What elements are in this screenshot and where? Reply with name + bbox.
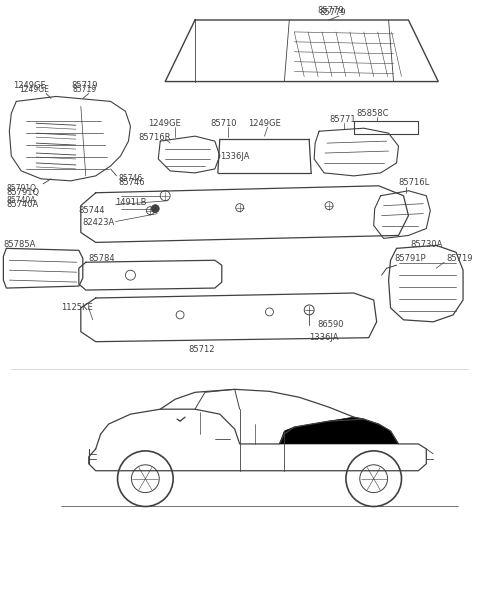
Text: 86590: 86590	[317, 320, 344, 329]
Text: 1249GE: 1249GE	[19, 85, 49, 94]
Text: 85779: 85779	[319, 8, 346, 17]
Text: 85719: 85719	[71, 81, 97, 90]
Polygon shape	[279, 417, 398, 444]
Text: 85858C: 85858C	[357, 109, 389, 118]
Circle shape	[151, 205, 159, 213]
Text: 85716R: 85716R	[138, 132, 171, 141]
Text: 85791P: 85791P	[395, 254, 426, 263]
Text: 1491LB: 1491LB	[116, 198, 147, 207]
Text: 85746: 85746	[119, 178, 145, 187]
Text: 1249GE: 1249GE	[148, 119, 181, 128]
Text: 1336JA: 1336JA	[309, 333, 339, 342]
Text: 85779: 85779	[317, 5, 344, 15]
Text: 1249GE: 1249GE	[248, 119, 280, 128]
Text: 85785A: 85785A	[3, 240, 36, 249]
Text: 85712: 85712	[188, 345, 215, 354]
Text: 85730A: 85730A	[410, 240, 443, 249]
Text: 1249GE: 1249GE	[13, 81, 46, 90]
Text: 1336JA: 1336JA	[220, 151, 249, 160]
Text: 85746: 85746	[119, 175, 143, 184]
Text: 85744: 85744	[79, 206, 105, 215]
Text: 85719: 85719	[446, 254, 473, 263]
Text: 85791Q: 85791Q	[6, 188, 39, 197]
Text: 1125KE: 1125KE	[61, 304, 93, 312]
Text: 85719: 85719	[73, 85, 97, 94]
Text: 82423A: 82423A	[83, 218, 115, 227]
Text: 85710: 85710	[210, 119, 236, 128]
Text: 85771: 85771	[329, 115, 356, 124]
Text: 85716L: 85716L	[398, 178, 430, 187]
Text: 85791Q: 85791Q	[6, 184, 36, 193]
Text: 85784: 85784	[89, 254, 115, 263]
Text: 85740A: 85740A	[6, 200, 38, 209]
Text: 85740A: 85740A	[6, 196, 36, 205]
